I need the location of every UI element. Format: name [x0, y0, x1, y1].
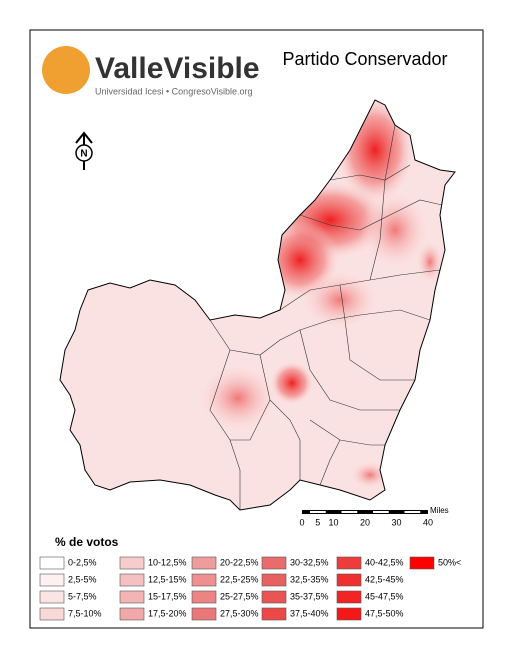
scale-tick-label: 5	[315, 517, 320, 527]
legend-label: 2,5-5%	[68, 574, 97, 584]
north-label: N	[80, 149, 87, 160]
legend-label: 0-2,5%	[68, 557, 97, 567]
legend-label: 7,5-10%	[68, 608, 102, 618]
legend-label: 12,5-15%	[148, 574, 187, 584]
legend-label: 40-42,5%	[365, 557, 404, 567]
legend-swatch	[336, 573, 362, 587]
legend-swatch	[39, 573, 65, 587]
legend-swatch	[119, 590, 145, 604]
legend-swatch	[119, 607, 145, 621]
logo-title: ValleVisible	[95, 52, 260, 85]
legend-swatch	[119, 573, 145, 587]
legend-swatch	[261, 573, 287, 587]
legend-label: 20-22,5%	[220, 557, 259, 567]
legend-swatch	[191, 573, 217, 587]
legend-label: 32,5-35%	[290, 574, 329, 584]
legend-label: 22,5-25%	[220, 574, 259, 584]
frame	[29, 29, 484, 629]
legend-swatch	[261, 590, 287, 604]
legend-swatch	[261, 607, 287, 621]
legend-swatch	[191, 607, 217, 621]
scale-bar: 0 5 10 20 30 40 Miles	[299, 506, 448, 527]
scale-bar-gap	[341, 511, 358, 513]
logo-subtitle: Universidad Icesi • CongresoVisible.org	[95, 86, 253, 96]
legend-label: 42,5-45%	[365, 574, 404, 584]
legend-label: 15-17,5%	[148, 591, 187, 601]
legend-swatch	[409, 556, 435, 570]
logo-circle	[42, 46, 90, 94]
legend-label: 25-27,5%	[220, 591, 259, 601]
scale-tick-label: 10	[328, 517, 338, 527]
legend-title: % de votos	[55, 535, 119, 549]
legend-swatch	[119, 556, 145, 570]
scale-unit: Miles	[430, 506, 449, 515]
legend-swatch	[336, 556, 362, 570]
legend-label: 45-47,5%	[365, 591, 404, 601]
scale-bar-gap	[310, 511, 326, 513]
legend: 0-2,5% 2,5-5% 5-7,5% 7,5-10% 10-12,5% 12,5-15…	[39, 556, 461, 621]
legend-label: 5-7,5%	[68, 591, 97, 601]
legend-label: 50%<	[438, 557, 461, 567]
legend-swatch	[336, 607, 362, 621]
scale-bar-gap	[404, 511, 421, 513]
scale-tick-label: 40	[423, 517, 433, 527]
north-arrow: N	[75, 131, 93, 170]
scale-tick-label: 20	[360, 517, 370, 527]
legend-swatch	[191, 590, 217, 604]
legend-swatch	[336, 590, 362, 604]
logo: ValleVisible Universidad Icesi • Congres…	[42, 46, 260, 96]
scale-bar-body	[302, 510, 428, 514]
map-title: Partido Conservador	[282, 49, 447, 69]
legend-label: 17,5-20%	[148, 608, 187, 618]
legend-swatch	[191, 556, 217, 570]
legend-label: 37,5-40%	[290, 608, 329, 618]
scale-bar-gap	[373, 511, 389, 513]
legend-swatch	[39, 556, 65, 570]
legend-label: 30-32,5%	[290, 557, 329, 567]
legend-swatch	[39, 607, 65, 621]
legend-swatch	[261, 556, 287, 570]
legend-label: 27,5-30%	[220, 608, 259, 618]
map	[59, 99, 456, 511]
scale-tick-label: 0	[299, 517, 304, 527]
legend-label: 10-12,5%	[148, 557, 187, 567]
scale-tick-label: 30	[391, 517, 401, 527]
legend-label: 47,5-50%	[365, 608, 404, 618]
legend-swatch	[39, 590, 65, 604]
legend-label: 35-37,5%	[290, 591, 329, 601]
